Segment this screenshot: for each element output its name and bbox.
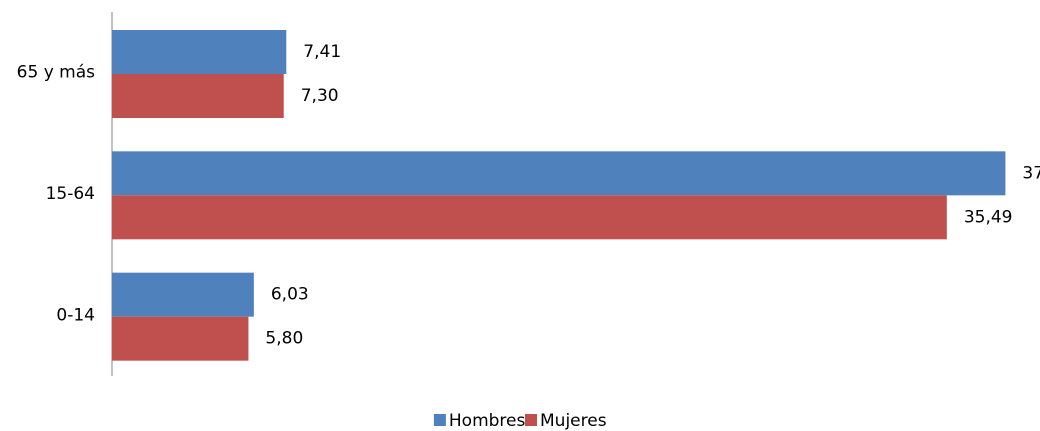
value-label-mujeres-15-64: 35,49 (964, 207, 1013, 227)
legend-label-mujeres: Mujeres (540, 411, 607, 431)
legend-label-hombres: Hombres (449, 411, 526, 431)
value-label-mujeres-0-14: 5,80 (265, 329, 303, 349)
value-label-hombres-0-14: 6,03 (271, 285, 309, 305)
legend: Hombres Mujeres (433, 411, 607, 431)
legend-item-hombres: Hombres (433, 411, 526, 431)
bar-hombres-65-y-mas (112, 30, 287, 74)
legend-item-mujeres: Mujeres (525, 411, 607, 431)
bar-mujeres-65-y-mas (112, 74, 284, 118)
bar-hombres-15-64 (112, 151, 1006, 196)
legend-swatch-mujeres (525, 414, 537, 426)
bars-group: 7,41 7,30 37,98 35,49 6,03 5,80 (112, 30, 1040, 361)
category-label-65-y-mas: 65 y más (17, 63, 95, 83)
category-labels: 65 y más 15-64 0-14 (17, 63, 95, 326)
legend-swatch-hombres (433, 414, 446, 426)
category-label-15-64: 15-64 (46, 184, 95, 204)
bar-mujeres-0-14 (112, 316, 249, 361)
value-label-hombres-65-y-mas: 7,41 (303, 42, 341, 62)
value-label-mujeres-65-y-mas: 7,30 (301, 86, 339, 106)
bar-mujeres-15-64 (112, 195, 947, 240)
bar-hombres-0-14 (112, 272, 254, 317)
category-label-0-14: 0-14 (56, 305, 95, 325)
value-label-hombres-15-64: 37,98 (1022, 163, 1040, 183)
